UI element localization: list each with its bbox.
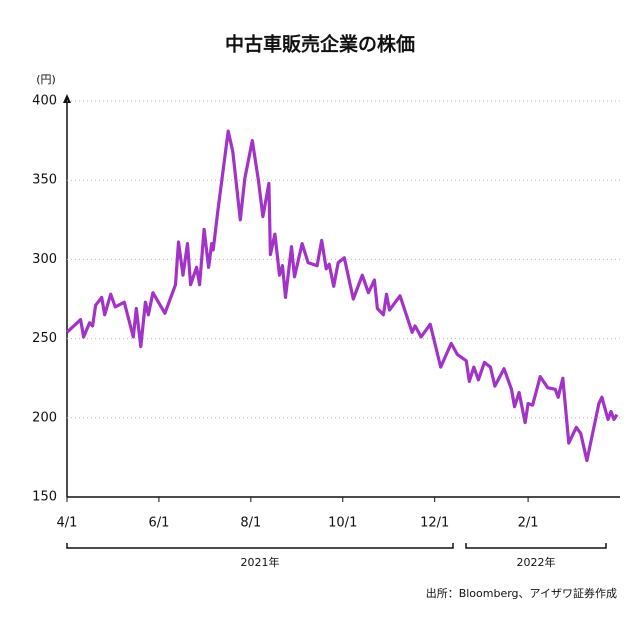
y-tick-label: 200: [32, 410, 57, 425]
year-label: 2022年: [517, 555, 556, 569]
x-tick-label: 4/1: [57, 516, 78, 531]
y-tick-label: 350: [32, 173, 57, 188]
y-tick-label: 400: [32, 94, 57, 109]
year-bracket: [66, 543, 454, 549]
x-tick-label: 8/1: [240, 516, 261, 531]
x-tick-label: 12/1: [420, 516, 449, 531]
year-label: 2021年: [241, 555, 280, 569]
y-tick-label: 250: [32, 331, 57, 346]
x-tick-label: 2/1: [518, 516, 539, 531]
y-unit: (円): [36, 73, 56, 86]
x-tick-label: 6/1: [148, 516, 169, 531]
y-tick-label: 300: [32, 252, 57, 267]
y-tick-label: 150: [32, 490, 57, 505]
x-tick-label: 10/1: [328, 516, 357, 531]
source: 出所：Bloomberg、アイザワ証券作成: [426, 586, 617, 600]
y-axis-arrow: [63, 94, 71, 103]
line: [65, 129, 619, 463]
year-bracket: [465, 543, 607, 549]
chart-title: 中古車販売企業の株価: [225, 33, 415, 56]
